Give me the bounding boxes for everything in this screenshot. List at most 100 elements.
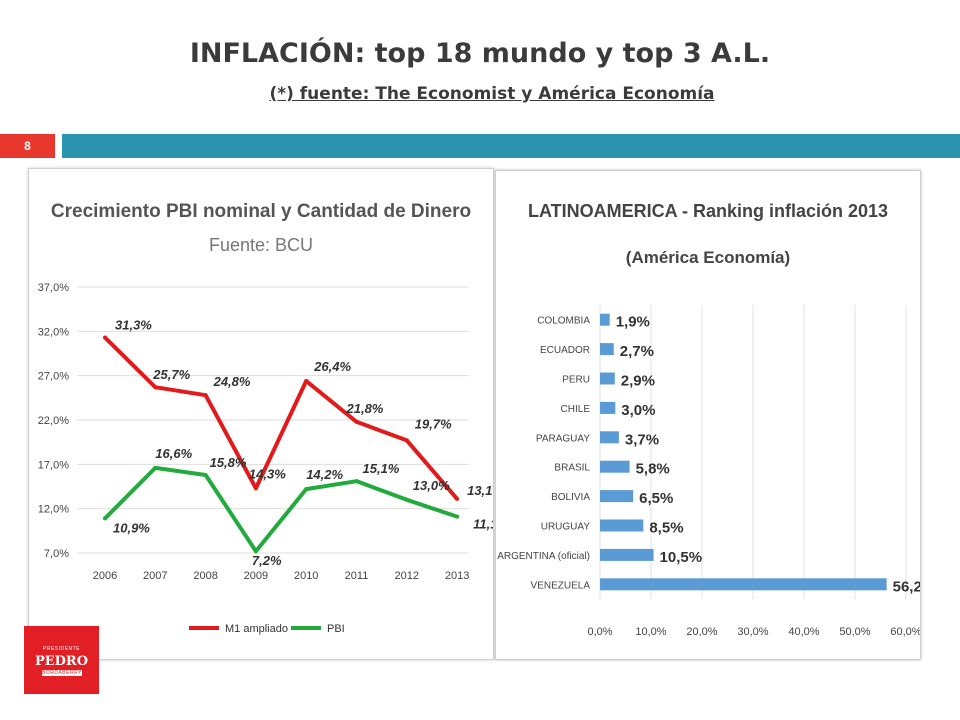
x-tick-label: 2013 [445, 570, 469, 582]
bar-value-label: 1,9% [616, 314, 650, 331]
data-point [304, 487, 309, 492]
x-tick-label: 50,0% [839, 626, 870, 638]
x-tick-label: 2012 [395, 570, 419, 582]
bar [600, 578, 887, 591]
x-tick-label: 2008 [193, 570, 217, 582]
data-point [253, 486, 258, 491]
y-tick-label: 27,0% [38, 371, 69, 383]
category-label: BOLIVIA [551, 492, 590, 503]
data-label: 24,8% [213, 374, 251, 389]
x-tick-label: 20,0% [686, 626, 717, 638]
data-label: 26,4% [313, 359, 351, 374]
category-label: URUGUAY [541, 522, 591, 533]
x-tick-label: 2011 [345, 570, 369, 582]
bar-value-label: 3,7% [625, 431, 659, 448]
data-point [103, 335, 107, 340]
y-tick-label: 7,0% [44, 548, 69, 560]
y-tick-label: 12,0% [38, 504, 69, 516]
slide-title: INFLACIÓN: top 18 mundo y top 3 A.L. [189, 38, 771, 69]
data-point [153, 385, 158, 390]
bar-value-label: 2,9% [621, 373, 655, 390]
logo-bottom-text: BORDABERRY [42, 670, 82, 676]
legend-label: M1 ampliado [225, 623, 288, 635]
line-chart-panel: Crecimiento PBI nominal y Cantidad de Di… [28, 168, 510, 660]
data-label: 21,8% [346, 401, 384, 416]
bar-value-label: 10,5% [660, 549, 703, 566]
x-tick-label: 40,0% [788, 626, 819, 638]
category-label: PERU [562, 375, 590, 386]
x-tick-label: 30,0% [737, 626, 768, 638]
bar [600, 372, 615, 385]
x-tick-label: 2006 [93, 570, 117, 582]
category-label: COLOMBIA [537, 316, 590, 327]
bar-value-label: 2,7% [620, 343, 654, 360]
line-chart-source: Fuente: BCU [209, 235, 313, 255]
bar [600, 431, 619, 444]
slide-subtitle: (*) fuente: The Economist y América Econ… [269, 84, 715, 104]
data-point [354, 419, 359, 424]
data-label: 11,1% [473, 517, 493, 532]
data-label: 31,3% [115, 318, 152, 333]
category-label: CHILE [561, 404, 591, 415]
data-point [153, 465, 158, 470]
bar [600, 548, 654, 561]
data-point [103, 516, 107, 521]
category-label: ECUADOR [540, 345, 590, 356]
category-label: PARAGUAY [536, 433, 590, 444]
data-point [404, 497, 409, 502]
data-label: 14,3% [249, 466, 286, 481]
data-label: 19,7% [415, 416, 452, 431]
data-label: 10,9% [113, 520, 150, 535]
category-label: ARGENTINA (oficial) [497, 551, 590, 562]
x-tick-label: 2007 [143, 570, 167, 582]
x-tick-label: 0,0% [587, 626, 612, 638]
bar [600, 519, 644, 532]
y-tick-label: 22,0% [38, 415, 69, 427]
data-label: 13,0% [413, 478, 450, 493]
logo-top-text: PRESIDENTE [43, 646, 80, 652]
x-tick-label: 10,0% [635, 626, 666, 638]
category-label: BRASIL [554, 463, 590, 474]
y-tick-label: 17,0% [38, 459, 69, 471]
x-tick-label: 60,0% [890, 626, 920, 638]
data-point [253, 549, 258, 554]
slide-number: 8 [0, 134, 55, 158]
data-point [203, 472, 208, 477]
x-tick-label: 2009 [244, 570, 268, 582]
y-tick-label: 37,0% [38, 282, 69, 294]
bar-value-label: 56,2% [893, 578, 920, 595]
header-band [62, 134, 960, 158]
data-label: 15,8% [210, 455, 247, 470]
category-label: VENEZUELA [531, 580, 591, 591]
line-chart: Crecimiento PBI nominal y Cantidad de Di… [38, 201, 510, 635]
bar-chart-source: (América Economía) [626, 248, 790, 267]
y-tick-label: 32,0% [38, 326, 69, 338]
data-point [455, 514, 460, 519]
bar-chart-title: LATINOAMERICA - Ranking inflación 2013 [528, 201, 888, 221]
x-tick-label: 2010 [294, 570, 318, 582]
line-chart-title: Crecimiento PBI nominal y Cantidad de Di… [51, 201, 471, 222]
data-point [455, 496, 460, 501]
bar [600, 460, 630, 473]
bar-value-label: 6,5% [639, 490, 673, 507]
data-point [304, 378, 309, 383]
data-label: 7,2% [252, 553, 282, 568]
bar-value-label: 3,0% [621, 402, 655, 419]
data-label: 13,1% [467, 483, 493, 498]
data-point [203, 393, 208, 398]
bar [600, 313, 610, 326]
bar-value-label: 8,5% [649, 520, 683, 537]
data-label: 16,6% [155, 446, 192, 461]
data-point [404, 438, 409, 443]
bar [600, 401, 616, 414]
bar-chart-panel: LATINOAMERICA - Ranking inflación 2013 (… [495, 170, 935, 660]
bar-value-label: 5,8% [636, 461, 670, 478]
data-label: 15,1% [363, 461, 400, 476]
legend-label: PBI [327, 623, 345, 635]
data-label: 14,2% [306, 467, 343, 482]
pbi-series-line [103, 465, 458, 554]
logo-name: PEDRO [34, 654, 89, 669]
bar [600, 343, 614, 356]
data-point [354, 479, 359, 484]
m1-series-line [103, 336, 459, 501]
